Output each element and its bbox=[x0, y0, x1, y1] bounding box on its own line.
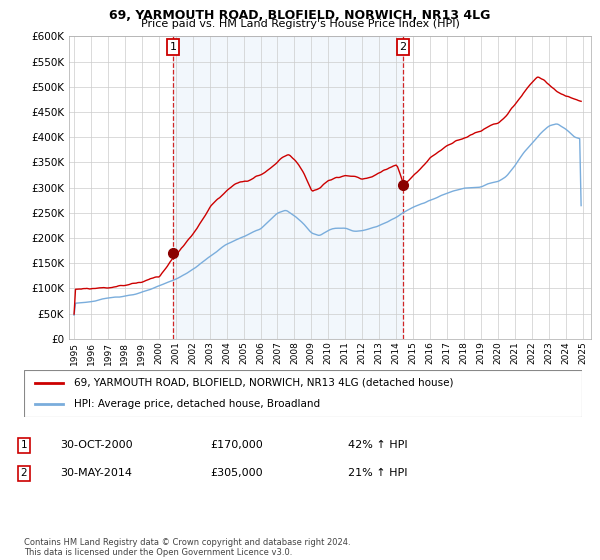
Text: £305,000: £305,000 bbox=[210, 468, 263, 478]
Text: 69, YARMOUTH ROAD, BLOFIELD, NORWICH, NR13 4LG (detached house): 69, YARMOUTH ROAD, BLOFIELD, NORWICH, NR… bbox=[74, 378, 454, 388]
Bar bbox=[173, 36, 403, 339]
Text: 21% ↑ HPI: 21% ↑ HPI bbox=[348, 468, 407, 478]
Text: 69, YARMOUTH ROAD, BLOFIELD, NORWICH, NR13 4LG: 69, YARMOUTH ROAD, BLOFIELD, NORWICH, NR… bbox=[109, 9, 491, 22]
Text: 2: 2 bbox=[400, 42, 407, 52]
Text: £170,000: £170,000 bbox=[210, 440, 263, 450]
Text: 1: 1 bbox=[20, 440, 28, 450]
Text: 30-MAY-2014: 30-MAY-2014 bbox=[60, 468, 132, 478]
Text: 42% ↑ HPI: 42% ↑ HPI bbox=[348, 440, 407, 450]
Text: HPI: Average price, detached house, Broadland: HPI: Average price, detached house, Broa… bbox=[74, 399, 320, 409]
Text: 1: 1 bbox=[169, 42, 176, 52]
Text: Price paid vs. HM Land Registry's House Price Index (HPI): Price paid vs. HM Land Registry's House … bbox=[140, 19, 460, 29]
Text: Contains HM Land Registry data © Crown copyright and database right 2024.
This d: Contains HM Land Registry data © Crown c… bbox=[24, 538, 350, 557]
Text: 2: 2 bbox=[20, 468, 28, 478]
Text: 30-OCT-2000: 30-OCT-2000 bbox=[60, 440, 133, 450]
